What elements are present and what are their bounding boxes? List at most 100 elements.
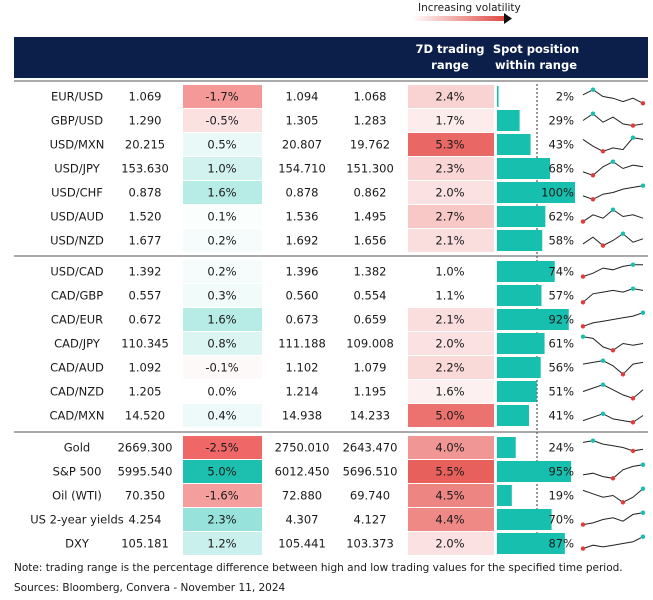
range-cell bbox=[408, 460, 494, 483]
position: 43% bbox=[548, 138, 574, 152]
perf-cell bbox=[183, 85, 262, 108]
position-bar bbox=[497, 437, 516, 458]
perf: -1.6% bbox=[205, 489, 238, 503]
sparkline bbox=[582, 384, 644, 399]
trend-high bbox=[640, 510, 646, 515]
high: 1.094 bbox=[286, 90, 319, 104]
trend-high bbox=[600, 411, 606, 416]
perf: 0.4% bbox=[207, 409, 236, 423]
spot: 105.181 bbox=[121, 537, 169, 551]
position-bar bbox=[497, 261, 555, 282]
perf-cell bbox=[183, 436, 262, 459]
trend-high bbox=[640, 183, 646, 188]
position-bar bbox=[497, 182, 575, 203]
range-cell bbox=[408, 436, 494, 459]
position: 2% bbox=[556, 90, 574, 104]
trend-low bbox=[580, 522, 586, 527]
high: 1.536 bbox=[286, 210, 319, 224]
perf: -0.1% bbox=[205, 361, 238, 375]
row-label: USD/CAD bbox=[50, 265, 103, 279]
spot: 0.878 bbox=[129, 186, 162, 200]
trend-low bbox=[630, 420, 636, 425]
row-label: CAD/MXN bbox=[49, 409, 104, 423]
sparkline bbox=[582, 137, 644, 152]
perf-cell bbox=[183, 532, 262, 555]
perf: 0.5% bbox=[207, 138, 236, 152]
position-bar bbox=[497, 158, 551, 179]
range-cell bbox=[408, 380, 494, 403]
note: Note: trading range is the percentage di… bbox=[14, 562, 623, 574]
low: 0.659 bbox=[354, 313, 387, 327]
perf: 0.0% bbox=[207, 385, 236, 399]
high: 20.807 bbox=[282, 138, 322, 152]
range: 2.1% bbox=[435, 313, 464, 327]
spot: 5995.540 bbox=[118, 465, 173, 479]
perf: 0.3% bbox=[207, 289, 236, 303]
spot: 20.215 bbox=[125, 138, 165, 152]
trend-low bbox=[620, 500, 626, 505]
trend-low bbox=[610, 476, 616, 481]
row-label: USD/CHF bbox=[51, 186, 103, 200]
range: 1.0% bbox=[435, 265, 464, 279]
row-label: GBP/USD bbox=[51, 114, 103, 128]
perf-cell bbox=[183, 356, 262, 379]
low: 1.382 bbox=[354, 265, 387, 279]
range-cell bbox=[408, 284, 494, 307]
high: 1.305 bbox=[286, 114, 319, 128]
perf: 0.2% bbox=[207, 265, 236, 279]
low: 1.283 bbox=[354, 114, 387, 128]
high: 1.102 bbox=[286, 361, 319, 375]
low: 109.008 bbox=[346, 337, 394, 351]
range-cell bbox=[408, 205, 494, 228]
range: 4.5% bbox=[435, 489, 464, 503]
trend-low bbox=[640, 101, 646, 106]
range-cell bbox=[408, 85, 494, 108]
trend-low bbox=[580, 546, 586, 551]
row-label: USD/NZD bbox=[50, 234, 104, 248]
range: 4.0% bbox=[435, 441, 464, 455]
sources: Sources: Bloomberg, Convera - November 1… bbox=[14, 582, 286, 594]
range-cell bbox=[408, 532, 494, 555]
row-label: CAD/GBP bbox=[51, 289, 103, 303]
spot: 1.069 bbox=[129, 90, 162, 104]
perf: 1.6% bbox=[207, 313, 236, 327]
range: 2.2% bbox=[435, 361, 464, 375]
perf-cell bbox=[183, 205, 262, 228]
perf-cell bbox=[183, 284, 262, 307]
perf: 0.8% bbox=[207, 337, 236, 351]
volatility-label: Increasing volatility bbox=[418, 2, 521, 14]
trend-high bbox=[640, 486, 646, 491]
trend-low bbox=[580, 219, 586, 224]
high: 14.938 bbox=[282, 409, 322, 423]
perf-cell bbox=[183, 181, 262, 204]
high: 6012.450 bbox=[275, 465, 330, 479]
spot: 1.092 bbox=[129, 361, 162, 375]
trend-low bbox=[600, 149, 606, 154]
perf-cell bbox=[183, 109, 262, 132]
low: 103.373 bbox=[346, 537, 394, 551]
position: 61% bbox=[548, 337, 574, 351]
trend-high bbox=[590, 438, 596, 443]
trend-low bbox=[590, 173, 596, 178]
position: 41% bbox=[548, 409, 574, 423]
header-band bbox=[14, 37, 648, 78]
position: 68% bbox=[548, 162, 574, 176]
spot: 110.345 bbox=[121, 337, 169, 351]
trend-low bbox=[620, 372, 626, 377]
arrow-head bbox=[504, 13, 512, 24]
row-label: US 2-year yields bbox=[30, 513, 124, 527]
spot: 70.350 bbox=[125, 489, 165, 503]
range: 1.6% bbox=[435, 385, 464, 399]
range-cell bbox=[408, 109, 494, 132]
range-cell bbox=[408, 133, 494, 156]
row-label: CAD/EUR bbox=[51, 313, 103, 327]
volatility-arrow bbox=[412, 16, 504, 21]
range: 5.3% bbox=[435, 138, 464, 152]
low: 151.300 bbox=[346, 162, 394, 176]
trend-high bbox=[580, 334, 586, 339]
position-bar bbox=[497, 461, 572, 482]
high: 0.673 bbox=[286, 313, 319, 327]
position-bar bbox=[497, 357, 541, 378]
range: 5.5% bbox=[435, 465, 464, 479]
row-label: S&P 500 bbox=[53, 465, 102, 479]
